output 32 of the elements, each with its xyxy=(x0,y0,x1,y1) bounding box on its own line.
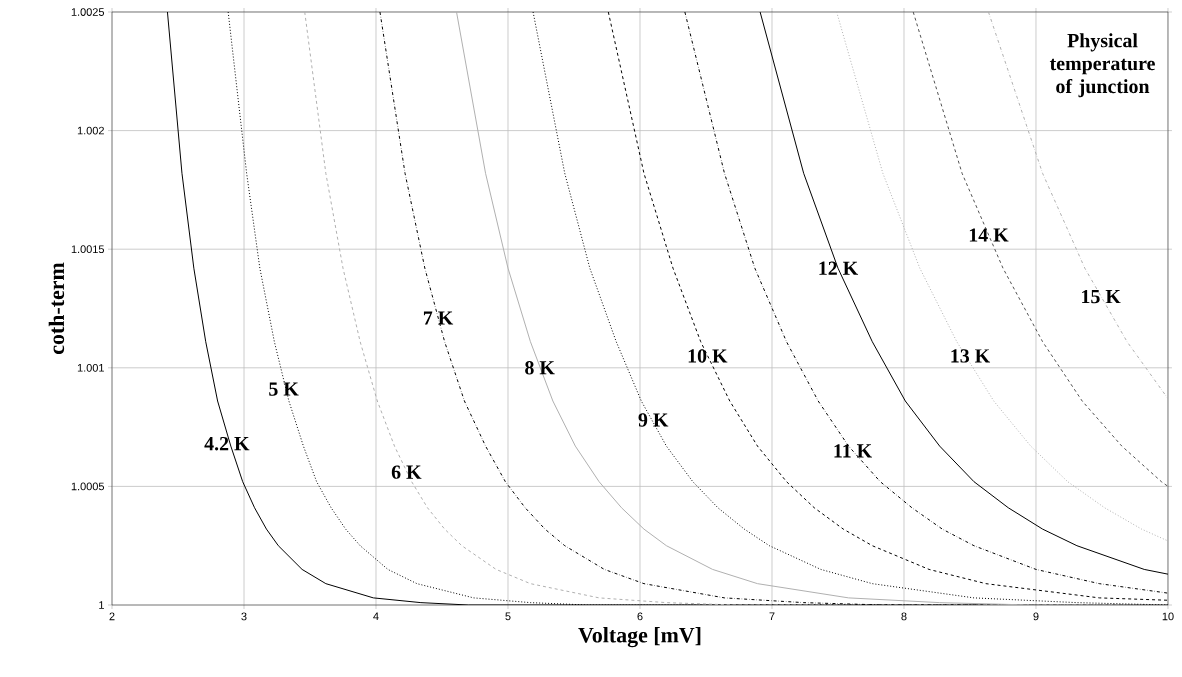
x-tick-label: 10 xyxy=(1162,612,1174,621)
x-tick-label: 9 xyxy=(1033,612,1039,621)
annotation: 14 K xyxy=(969,228,1009,242)
y-tick-label: 1.002 xyxy=(77,126,104,135)
x-tick-label: 2 xyxy=(109,612,115,621)
annotation: 6 K xyxy=(391,465,422,479)
x-tick-label: 4 xyxy=(373,612,379,621)
annotation: 7 K xyxy=(423,311,454,325)
x-axis-title: Voltage [mV] xyxy=(578,627,701,648)
annotation: 8 K xyxy=(525,361,555,375)
x-tick-label: 8 xyxy=(901,612,907,621)
x-tick-label: 3 xyxy=(241,612,247,621)
y-tick-label: 1 xyxy=(99,601,104,609)
x-tick-label: 5 xyxy=(505,612,511,621)
y-tick-label: 1.0025 xyxy=(71,8,105,16)
y-tick-label: 1.0005 xyxy=(71,482,105,491)
x-tick-label: 6 xyxy=(637,612,643,621)
annotation: 10 K xyxy=(688,349,728,363)
x-tick-label: 7 xyxy=(769,612,775,621)
annotation: 9 K xyxy=(638,413,669,427)
annotation: 4.2 K xyxy=(204,436,250,451)
line-series xyxy=(836,11,1168,542)
annotation: Physical temperature of junction xyxy=(1049,33,1155,98)
annotation: 13 K xyxy=(951,349,991,363)
line-series xyxy=(912,11,1168,487)
annotation: 12 K xyxy=(819,261,859,275)
annotation: 5 K xyxy=(269,382,299,396)
annotation: 11 K xyxy=(834,444,872,458)
y-axis-title: coth-term xyxy=(48,262,65,354)
y-tick-label: 1.001 xyxy=(77,363,104,372)
y-tick-label: 1.0015 xyxy=(71,245,105,254)
annotation: 15 K xyxy=(1082,289,1121,304)
